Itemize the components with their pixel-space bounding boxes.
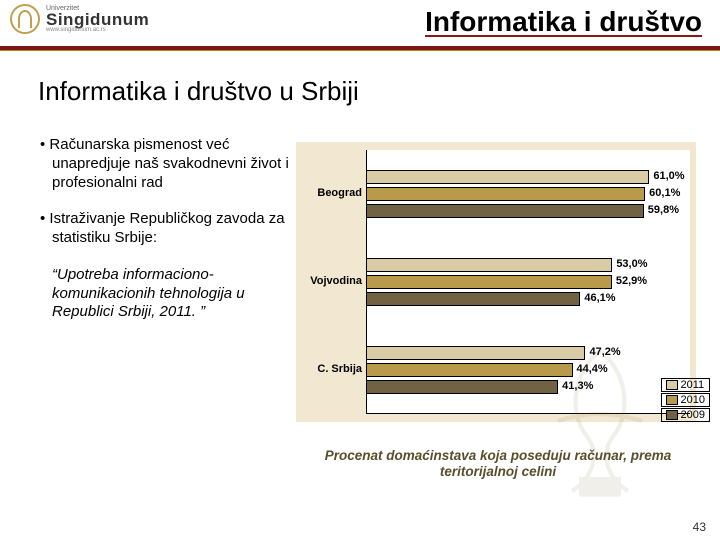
- body-text: Računarska pismenost već unapredjuje naš…: [40, 136, 292, 322]
- bar: [367, 275, 612, 289]
- bar: [367, 258, 612, 272]
- header-rule-gold: [0, 50, 720, 51]
- bar: [367, 363, 573, 377]
- legend-2009: 2009: [661, 408, 710, 422]
- bar-value-label: 46,1%: [584, 292, 615, 304]
- logo: Univerzitet Singidunum www.singidunum.ac…: [10, 4, 149, 34]
- bar-value-label: 41,3%: [562, 380, 593, 392]
- logo-icon: [10, 4, 40, 34]
- header: Univerzitet Singidunum www.singidunum.ac…: [0, 0, 720, 55]
- legend: 2011 2010 2009: [661, 378, 710, 422]
- bar-value-label: 47,2%: [589, 346, 620, 358]
- quote-text: “Upotreba informaciono-komunikacionih te…: [40, 266, 292, 322]
- category-label: C. Srbija: [300, 363, 362, 375]
- bar: [367, 292, 580, 306]
- bar: [367, 170, 649, 184]
- bar-value-label: 59,8%: [648, 204, 679, 216]
- slide: Univerzitet Singidunum www.singidunum.ac…: [0, 0, 720, 540]
- category-label: Beograd: [300, 187, 362, 199]
- bar-value-label: 60,1%: [649, 187, 680, 199]
- logo-name: Singidunum: [46, 12, 149, 27]
- bar-value-label: 52,9%: [616, 275, 647, 287]
- bullet-2: Istraživanje Republičkog zavoda za stati…: [40, 210, 292, 248]
- bullet-1: Računarska pismenost već unapredjuje naš…: [40, 136, 292, 192]
- page-number: 43: [693, 520, 706, 534]
- bar: [367, 204, 644, 218]
- bar: [367, 346, 585, 360]
- chart-caption: Procenat domaćinstava koja poseduju raču…: [300, 448, 696, 480]
- legend-2010: 2010: [661, 393, 710, 407]
- bar-value-label: 53,0%: [616, 258, 647, 270]
- header-title: Informatika i društvo: [425, 6, 702, 38]
- bar: [367, 380, 558, 394]
- bar-chart: 61,0% 60,1% 59,8% 53,0% 52,9%46,1% 47,2% 44,4%…: [296, 142, 696, 422]
- legend-2011: 2011: [661, 378, 710, 392]
- category-label: Vojvodina: [300, 275, 362, 287]
- logo-url: www.singidunum.ac.rs: [46, 27, 149, 33]
- bar-value-label: 61,0%: [653, 170, 684, 182]
- bar: [367, 187, 645, 201]
- bar-value-label: 44,4%: [577, 363, 608, 375]
- plot-area: 61,0% 60,1% 59,8% 53,0% 52,9%46,1% 47,2% 44,4%…: [366, 150, 690, 414]
- slide-subtitle: Informatika i društvo u Srbiji: [38, 76, 359, 107]
